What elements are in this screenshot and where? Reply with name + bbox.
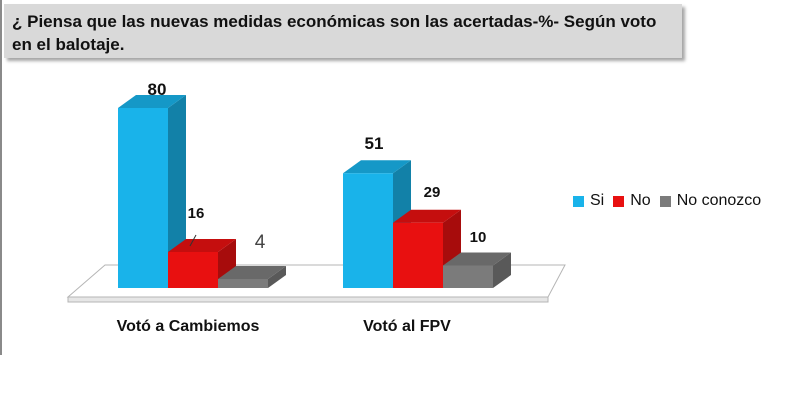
- bar-top: [343, 160, 411, 174]
- bar-side: [268, 266, 286, 288]
- data-label-0-0: 80: [148, 80, 167, 99]
- category-labels: Votó a Cambiemos Votó al FPV: [117, 318, 452, 335]
- chart-title: ¿ Piensa que las nuevas medidas económic…: [4, 4, 682, 58]
- bar-top: [393, 209, 461, 223]
- bar-top: [168, 239, 236, 252]
- leader-line: [189, 234, 197, 247]
- bar-1-2: [443, 252, 511, 288]
- bar-0-0: [118, 95, 186, 288]
- category-label-1: Votó al FPV: [363, 318, 451, 335]
- floor-front: [67, 296, 549, 303]
- bar-front: [343, 173, 393, 288]
- legend-swatch-no: [613, 195, 625, 207]
- bar-side: [493, 252, 511, 288]
- legend-label-no-conozco: No conozco: [676, 192, 762, 209]
- bar-front: [118, 108, 168, 288]
- data-label-1-2: 10: [470, 229, 487, 246]
- bar-front: [443, 265, 493, 288]
- data-label-1-1: 29: [424, 184, 441, 201]
- data-labels: 80 16 4 51 29 10: [148, 80, 487, 253]
- legend-item-si: Si: [573, 192, 604, 210]
- data-label-1-0: 51: [365, 134, 384, 153]
- bar-top: [118, 95, 186, 108]
- bar-side: [168, 95, 186, 288]
- bar-front: [393, 222, 443, 288]
- legend-label-no: No: [630, 192, 651, 209]
- legend-item-no: No: [613, 192, 651, 210]
- bars: [118, 95, 511, 288]
- category-label-0: Votó a Cambiemos: [117, 318, 260, 335]
- legend-swatch-si: [573, 195, 584, 207]
- legend-label-si: Si: [590, 192, 605, 209]
- legend-item-no-conozco: No conozco: [659, 192, 762, 210]
- bar-front: [218, 279, 268, 288]
- left-border: [0, 0, 2, 355]
- legend-swatch-no-conozco: [659, 195, 671, 207]
- data-label-0-2: 4: [255, 232, 266, 253]
- bar-0-2: [218, 266, 286, 288]
- data-label-0-1: 16: [188, 205, 205, 222]
- bar-0-1: [168, 239, 236, 288]
- bar-front: [168, 252, 218, 288]
- legend: Si No No conozco: [573, 192, 770, 210]
- bar-1-1: [393, 209, 461, 288]
- bar-top: [218, 266, 286, 279]
- bar-top: [443, 252, 511, 266]
